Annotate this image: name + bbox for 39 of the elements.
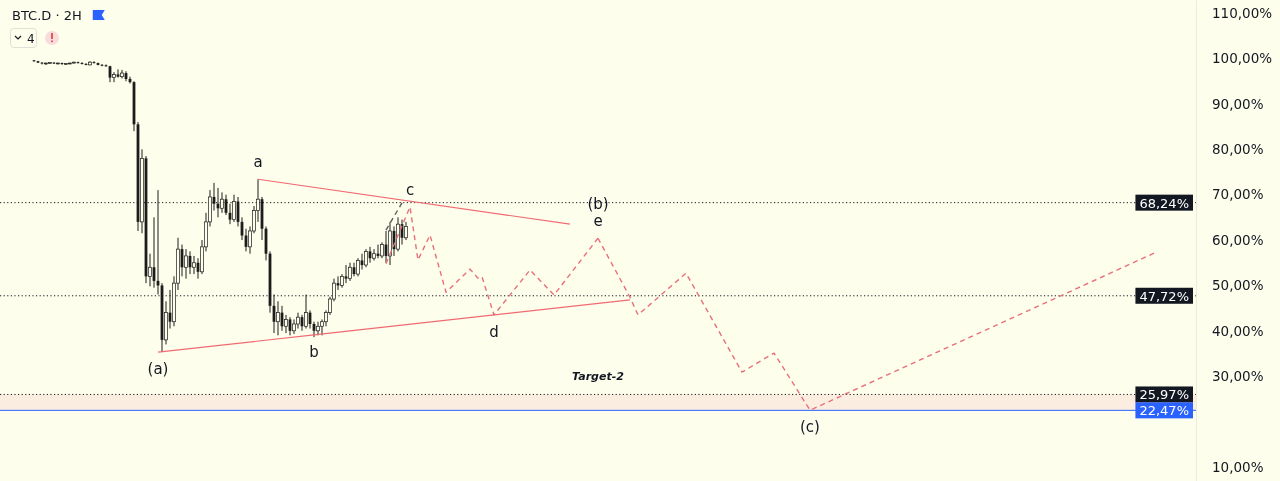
data-label: b bbox=[309, 342, 319, 361]
ref-line-label: 47,72% bbox=[1139, 288, 1189, 304]
y-tick-label: 110,00% bbox=[1212, 4, 1273, 21]
data-label: a bbox=[253, 153, 263, 172]
ref-line-label: 68,24% bbox=[1139, 195, 1189, 211]
candlestick bbox=[356, 257, 360, 277]
candlestick bbox=[276, 300, 280, 336]
y-tick-label: 10,00% bbox=[1212, 458, 1264, 475]
y-tick-label: 70,00% bbox=[1212, 186, 1264, 203]
y-tick-label: 40,00% bbox=[1212, 322, 1264, 339]
y-tick-label: 100,00% bbox=[1212, 50, 1273, 67]
data-label: c bbox=[405, 180, 415, 199]
y-tick-label: 30,00% bbox=[1212, 368, 1264, 384]
text: BTC.D · 2H bbox=[12, 7, 82, 23]
data-label: d bbox=[489, 322, 499, 341]
y-tick-label: 90,00% bbox=[1212, 95, 1264, 112]
data-label: (a) bbox=[147, 360, 169, 379]
data-label: (b) bbox=[587, 195, 609, 214]
band-label: Target-2 bbox=[572, 369, 625, 383]
y-tick-label: 50,00% bbox=[1212, 277, 1264, 294]
y-tick-label: 60,00% bbox=[1212, 231, 1264, 248]
data-label: (c) bbox=[800, 418, 820, 437]
ref-line-label: 22,47% bbox=[1139, 402, 1189, 418]
candlestick bbox=[404, 221, 408, 241]
annotation: 4 bbox=[27, 31, 35, 46]
ref-line-label: 25,97% bbox=[1139, 386, 1189, 402]
candlestick bbox=[344, 264, 348, 284]
candlestick bbox=[184, 248, 188, 280]
candlestick bbox=[116, 68, 120, 79]
candlestick bbox=[296, 312, 300, 330]
data-label: e bbox=[593, 212, 603, 231]
candlestick bbox=[372, 248, 376, 261]
candlestick bbox=[348, 262, 352, 282]
candlestick bbox=[192, 255, 196, 275]
candlestick bbox=[220, 191, 224, 214]
candlestick bbox=[316, 321, 320, 336]
candlestick bbox=[100, 63, 104, 67]
y-tick-label: 80,00% bbox=[1212, 141, 1264, 158]
candlestick bbox=[364, 248, 368, 268]
